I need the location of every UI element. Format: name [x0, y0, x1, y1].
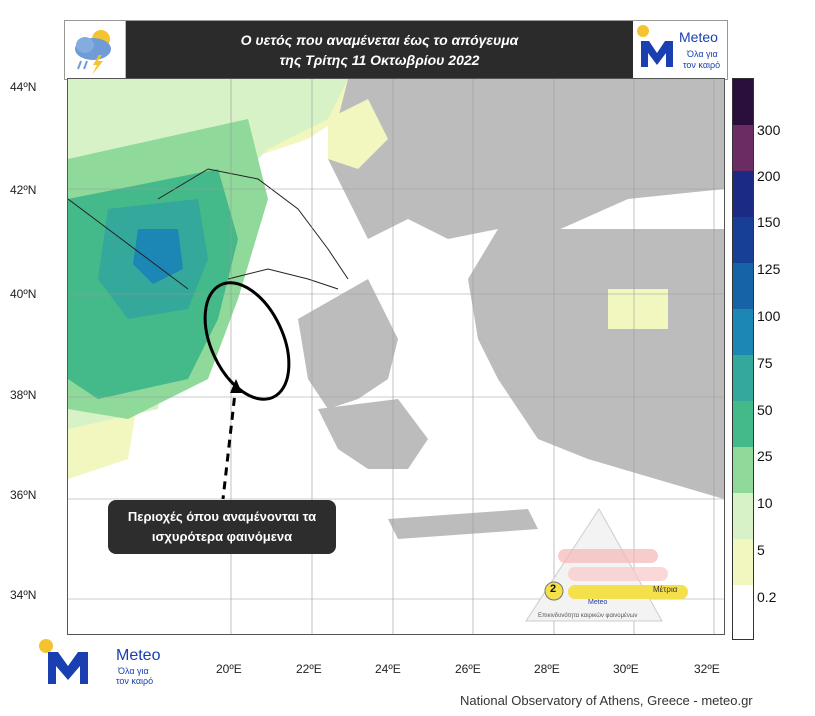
danger-caption: Επικινδυνότητα καιρικών φαινομένων	[538, 613, 638, 619]
meteo-logo: Meteo Όλα για τον καιρό	[633, 21, 727, 79]
cloud-rain-lightning-icon	[65, 21, 126, 79]
logo-text: Meteo	[679, 29, 718, 45]
lon-label-32: 32ºE	[694, 662, 720, 676]
lat-label-36: 36ºN	[10, 488, 37, 502]
danger-logo-text: Meteo	[588, 599, 608, 606]
callout-line-2: ισχυρότερα φαινόμενα	[151, 529, 293, 544]
colorbar-segment	[733, 493, 753, 539]
colorbar-segment	[733, 171, 753, 217]
lon-label-24: 24ºE	[375, 662, 401, 676]
callout-arrow	[221, 383, 238, 500]
danger-triangle	[525, 508, 688, 622]
colorbar-label-125: 125	[757, 261, 781, 277]
colorbar-label-200: 200	[757, 168, 781, 184]
footer-credit: National Observatory of Athens, Greece -…	[460, 693, 753, 708]
danger-level-text: Μέτρια	[653, 585, 678, 594]
colorbar-segment	[733, 585, 753, 639]
bottom-logo-subtext-2: τον καιρό	[116, 676, 154, 686]
map-title: Ο υετός που αναμένεται έως το απόγευμα τ…	[126, 21, 633, 79]
lon-label-28: 28ºE	[534, 662, 560, 676]
lat-label-38: 38ºN	[10, 388, 37, 402]
colorbar-label-100: 100	[757, 308, 781, 324]
colorbar-label-0-2: 0.2	[757, 589, 777, 605]
map-canvas	[68, 79, 724, 634]
colorbar-label-25: 25	[757, 448, 773, 464]
lon-label-22: 22ºE	[296, 662, 322, 676]
colorbar-segment	[733, 447, 753, 493]
lat-label-34: 34ºN	[10, 588, 37, 602]
lat-label-44: 44ºN	[10, 80, 37, 94]
title-line-1: Ο υετός που αναμένεται έως το απόγευμα	[240, 32, 519, 48]
colorbar-segment	[733, 355, 753, 401]
colorbar-label-5: 5	[757, 542, 765, 558]
lat-label-42: 42ºN	[10, 183, 37, 197]
colorbar-label-150: 150	[757, 214, 781, 230]
colorbar	[732, 78, 754, 640]
highlight-ellipse	[203, 281, 291, 401]
colorbar-segment	[733, 263, 753, 309]
title-line-2: της Τρίτης 11 Οκτωβρίου 2022	[279, 52, 480, 68]
logo-subtext-2: τον καιρό	[683, 60, 721, 70]
bottom-logo-subtext-1: Όλα για	[118, 666, 149, 676]
precipitation-map: 2 Μέτρια Meteo Επικινδυνότητα καιρικών φ…	[67, 78, 725, 635]
meteo-logo-bottom: Meteo Όλα για τον καιρό	[38, 638, 178, 688]
colorbar-segment	[733, 217, 753, 263]
lat-label-40: 40ºN	[10, 287, 37, 301]
logo-subtext-1: Όλα για	[687, 49, 718, 59]
colorbar-segment	[733, 79, 753, 125]
lon-label-20: 20ºE	[216, 662, 242, 676]
bottom-logo-text: Meteo	[116, 647, 161, 664]
colorbar-segment	[733, 401, 753, 447]
colorbar-label-10: 10	[757, 495, 773, 511]
strongest-phenomena-callout: Περιοχές όπου αναμένονται τα ισχυρότερα …	[108, 500, 336, 554]
colorbar-segment	[733, 309, 753, 355]
header-banner: Ο υετός που αναμένεται έως το απόγευμα τ…	[64, 20, 728, 80]
colorbar-label-300: 300	[757, 122, 781, 138]
callout-line-1: Περιοχές όπου αναμένονται τα	[127, 509, 317, 524]
danger-level-number: 2	[550, 583, 557, 595]
colorbar-segment	[733, 125, 753, 171]
lon-label-26: 26ºE	[455, 662, 481, 676]
colorbar-segment	[733, 539, 753, 585]
colorbar-label-50: 50	[757, 402, 773, 418]
colorbar-label-75: 75	[757, 355, 773, 371]
lon-label-30: 30ºE	[613, 662, 639, 676]
